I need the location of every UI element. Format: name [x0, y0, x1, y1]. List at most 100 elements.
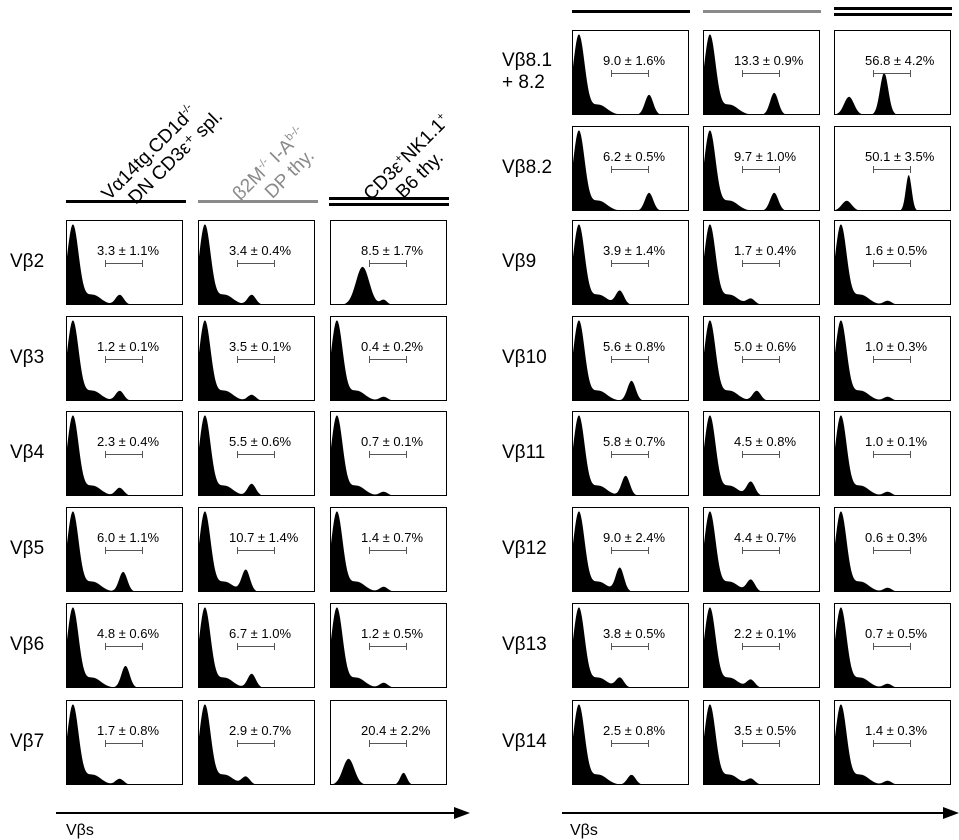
percentage-label: 5.5 ± 0.6%	[229, 434, 292, 449]
histogram-plot	[199, 224, 261, 304]
histogram-panel: 3.5 ± 0.1%	[198, 316, 315, 401]
row-label-left-6: Vβ7	[10, 731, 45, 752]
histogram-plot	[704, 130, 785, 210]
gate-marker	[742, 643, 780, 650]
histogram-plot	[835, 224, 895, 304]
histogram-plot	[331, 320, 391, 400]
percentage-label: 6.0 ± 1.1%	[97, 530, 160, 545]
histogram-plot	[199, 511, 257, 591]
histogram-panel: 4.5 ± 0.8%	[703, 411, 820, 496]
histogram-plot	[704, 704, 760, 784]
percentage-label: 1.2 ± 0.5%	[361, 626, 424, 641]
histogram-plot	[573, 415, 637, 495]
histogram-plot	[835, 175, 917, 210]
gate-marker	[611, 740, 649, 747]
gate-marker	[237, 547, 275, 554]
row-label-left-4: Vβ5	[10, 538, 45, 559]
histogram-plot	[704, 607, 760, 687]
histogram-plot	[704, 511, 761, 591]
histogram-panel: 5.8 ± 0.7%	[572, 411, 689, 496]
percentage-label: 1.4 ± 0.3%	[865, 723, 928, 738]
percentage-label: 2.3 ± 0.4%	[97, 434, 160, 449]
percentage-label: 0.6 ± 0.3%	[865, 530, 928, 545]
gate-marker	[873, 643, 911, 650]
gate-marker	[873, 451, 911, 458]
histogram-panel: 9.0 ± 1.6%	[572, 30, 689, 115]
histogram-plot	[67, 511, 134, 591]
histogram-plot	[199, 415, 262, 495]
histogram-plot	[199, 704, 255, 784]
gate-marker	[742, 740, 780, 747]
histogram-plot	[67, 704, 128, 784]
gate-marker	[369, 547, 407, 554]
histogram-panel: 2.2 ± 0.1%	[703, 603, 820, 688]
row-label-right-3: Vβ9	[502, 251, 537, 272]
histogram-plot	[835, 511, 895, 591]
histogram-panel: 3.3 ± 1.1%	[66, 220, 183, 305]
column-bar-3-right	[834, 7, 952, 16]
histogram-plot	[67, 607, 137, 687]
histogram-panel: 20.4 ± 2.2%	[330, 700, 447, 785]
histogram-panel: 56.8 ± 4.2%	[834, 30, 951, 115]
histogram-plot	[704, 224, 760, 304]
row-label-right-8: Vβ14	[502, 731, 547, 752]
histogram-plot	[835, 415, 895, 495]
gate-marker	[105, 356, 143, 363]
percentage-label: 13.3 ± 0.9%	[734, 53, 804, 68]
histogram-panel: 5.5 ± 0.6%	[198, 411, 315, 496]
gate-marker	[742, 356, 780, 363]
x-axis-arrow-right	[562, 807, 959, 819]
percentage-label: 6.7 ± 1.0%	[229, 626, 292, 641]
column-bar-2-right	[703, 10, 821, 13]
percentage-label: 5.8 ± 0.7%	[603, 434, 666, 449]
histogram-plot	[573, 130, 660, 210]
gate-marker	[369, 643, 407, 650]
histogram-plot	[704, 34, 785, 114]
histogram-panel: 50.1 ± 3.5%	[834, 126, 951, 211]
histogram-panel: 3.9 ± 1.4%	[572, 220, 689, 305]
percentage-label: 9.0 ± 2.4%	[603, 530, 666, 545]
histogram-plot	[573, 34, 660, 114]
histogram-plot	[573, 320, 642, 400]
column-bar-1-right	[572, 10, 690, 13]
histogram-panel: 1.4 ± 0.7%	[330, 507, 447, 592]
percentage-label: 5.0 ± 0.6%	[734, 339, 797, 354]
histogram-plot	[199, 320, 260, 400]
gate-marker	[105, 547, 143, 554]
histogram-plot	[331, 607, 392, 687]
percentage-label: 56.8 ± 4.2%	[865, 53, 935, 68]
percentage-label: 0.7 ± 0.1%	[361, 434, 424, 449]
histogram-panel: 9.7 ± 1.0%	[703, 126, 820, 211]
gate-marker	[105, 260, 143, 267]
histogram-panel: 4.8 ± 0.6%	[66, 603, 183, 688]
histogram-plot	[331, 511, 392, 591]
histogram-plot	[835, 607, 895, 687]
percentage-label: 5.6 ± 0.8%	[603, 339, 666, 354]
percentage-label: 1.2 ± 0.1%	[97, 339, 160, 354]
gate-marker	[369, 451, 407, 458]
gate-marker	[873, 356, 911, 363]
histogram-panel: 10.7 ± 1.4%	[198, 507, 315, 592]
row-label-left-1: Vβ2	[10, 251, 45, 272]
percentage-label: 4.8 ± 0.6%	[97, 626, 160, 641]
percentage-label: 3.9 ± 1.4%	[603, 243, 666, 258]
gate-marker	[742, 70, 780, 77]
gate-marker	[369, 740, 407, 747]
percentage-label: 1.7 ± 0.4%	[734, 243, 797, 258]
histogram-plot	[704, 320, 766, 400]
gate-marker	[105, 643, 143, 650]
histogram-plot	[333, 758, 412, 784]
gate-marker	[369, 356, 407, 363]
histogram-plot	[835, 320, 895, 400]
percentage-label: 0.4 ± 0.2%	[361, 339, 424, 354]
histogram-panel: 5.6 ± 0.8%	[572, 316, 689, 401]
gate-marker	[611, 356, 649, 363]
gate-marker	[237, 260, 275, 267]
gate-marker	[237, 643, 275, 650]
gate-marker	[237, 356, 275, 363]
row-label-right-1: Vβ8.1 + 8.2	[502, 50, 553, 93]
histogram-plot	[573, 224, 630, 304]
histogram-panel: 3.4 ± 0.4%	[198, 220, 315, 305]
histogram-plot	[344, 266, 390, 304]
gate-marker	[873, 166, 911, 173]
